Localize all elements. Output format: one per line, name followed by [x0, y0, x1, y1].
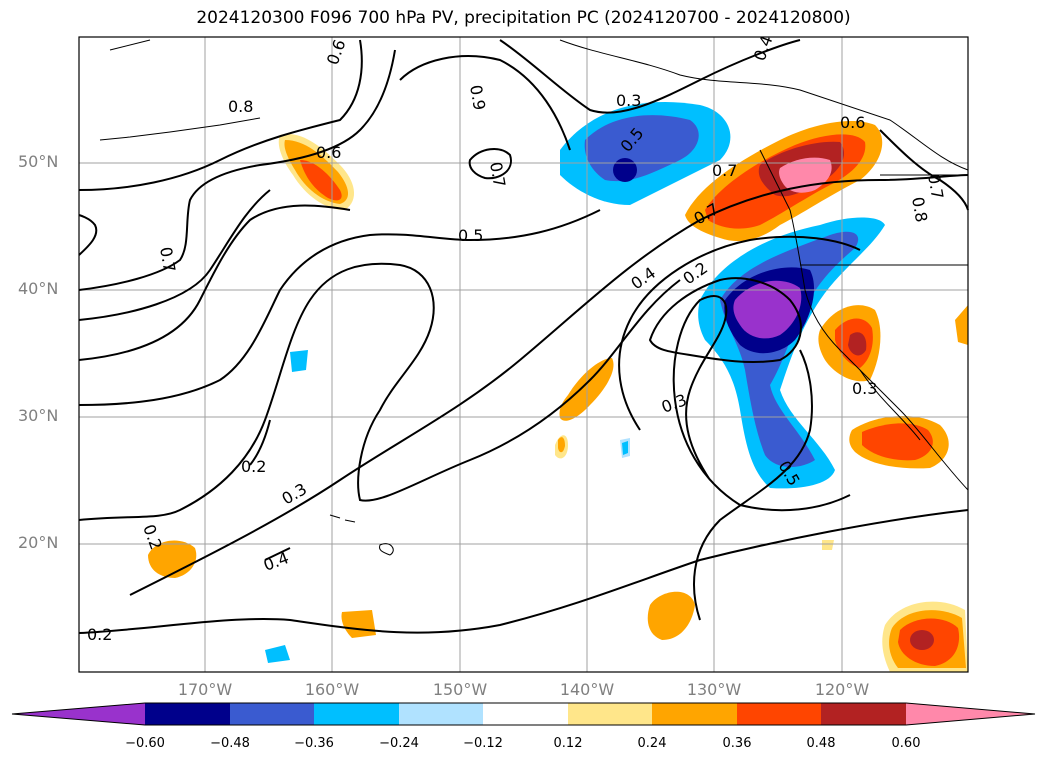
colorbar-tick-label: −0.36 — [294, 736, 334, 751]
colorbar-tick-label: 0.36 — [722, 736, 752, 751]
lon-label: 170°W — [177, 680, 233, 699]
colorbar-segment — [652, 703, 737, 725]
colorbar-tick-label: −0.12 — [463, 736, 503, 751]
colorbar-tick-label: −0.48 — [210, 736, 250, 751]
contour-label: 0.4 — [261, 548, 291, 575]
contour-label: 0.6 — [316, 143, 341, 162]
lon-label: 120°W — [814, 680, 870, 699]
colorbar-segment — [568, 703, 652, 725]
colorbar-segment — [821, 703, 906, 725]
colorbar-outline — [11, 702, 1036, 726]
lat-label: 20°N — [18, 533, 59, 552]
lon-label: 130°W — [686, 680, 742, 699]
contour-label: 0.3 — [852, 379, 877, 398]
contour-label: 0.6 — [323, 37, 350, 67]
contour-label: 0.7 — [712, 161, 737, 180]
contour-label: 0.3 — [616, 91, 641, 110]
colorbar-segment — [230, 703, 314, 725]
map-title: 2024120300 F096 700 hPa PV, precipitatio… — [196, 8, 851, 28]
map-border — [78, 36, 969, 673]
colorbar-segment — [483, 703, 568, 725]
contour-label: 0.3 — [659, 390, 689, 417]
contour-label: 0.6 — [840, 113, 865, 132]
colorbar-segment — [737, 703, 821, 725]
colorbar-tick-label: 0.12 — [553, 736, 583, 751]
contour-label: 0.9 — [466, 83, 489, 111]
contour-label: 0.7 — [924, 172, 947, 200]
colorbar — [11, 702, 1036, 726]
contour-label: 0.8 — [228, 97, 253, 116]
lat-label: 50°N — [18, 152, 59, 171]
colorbar-tick-label: 0.24 — [637, 736, 667, 751]
pv-contours — [78, 39, 969, 634]
colorbar-segment — [145, 703, 230, 725]
contour-label: 0.2 — [87, 625, 112, 644]
contour-label: 0.7 — [486, 160, 509, 188]
contour-label: 0.2 — [241, 457, 266, 476]
colorbar-segment — [314, 703, 399, 725]
precip-shading — [148, 102, 968, 672]
colorbar-tick-label: −0.24 — [379, 736, 419, 751]
coastlines — [99, 39, 969, 556]
lat-label: 30°N — [18, 406, 59, 425]
lon-label: 160°W — [304, 680, 360, 699]
contour-label: 0.5 — [458, 226, 483, 245]
colorbar-segment — [12, 703, 145, 725]
contour-label: 0.3 — [279, 479, 311, 508]
colorbar-tick-label: −0.60 — [125, 736, 165, 751]
lon-label: 150°W — [432, 680, 488, 699]
grid-lines — [79, 37, 968, 672]
contour-label: 0.7 — [156, 245, 179, 273]
contour-label: 0.2 — [679, 258, 711, 288]
lon-label: 140°W — [559, 680, 615, 699]
lat-label: 40°N — [18, 279, 59, 298]
colorbar-tick-label: 0.48 — [806, 736, 836, 751]
colorbar-tick-label: 0.60 — [891, 736, 921, 751]
colorbar-segment — [906, 703, 1035, 725]
contour-label: 0.8 — [908, 195, 931, 223]
colorbar-segment — [399, 703, 483, 725]
